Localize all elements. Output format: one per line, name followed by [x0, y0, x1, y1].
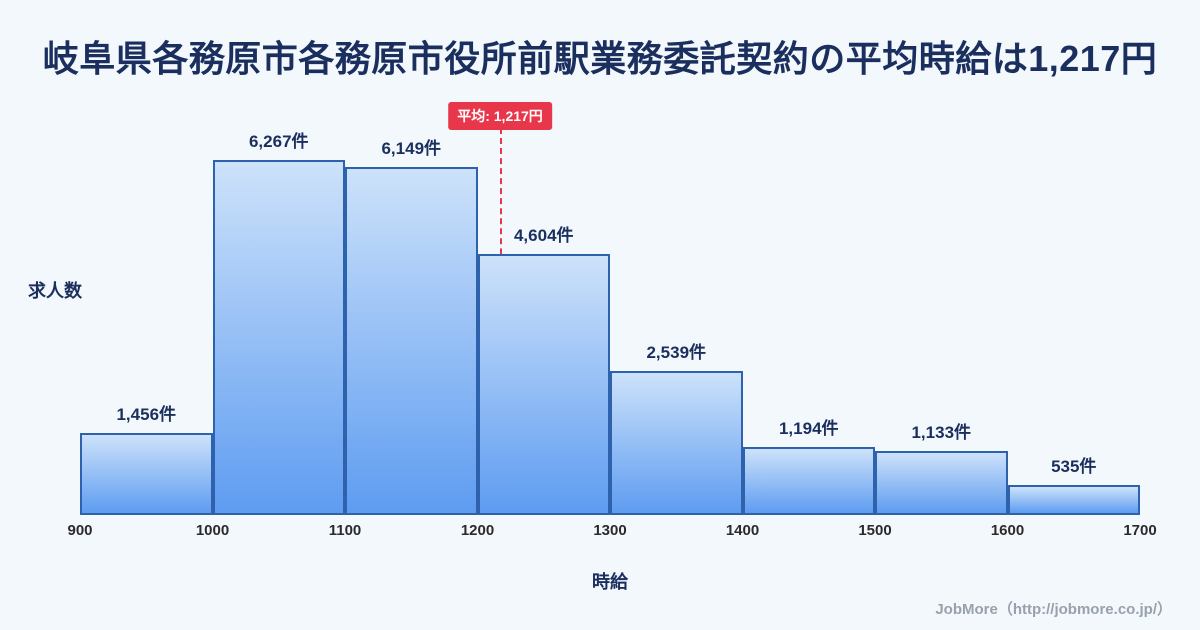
plot-area: 平均: 1,217円 1,456件 6,267件 6,149件 4,604件 2,539…: [80, 100, 1140, 515]
x-tick-label: 1400: [725, 522, 760, 539]
bar-value-label: 6,149件: [381, 138, 442, 158]
x-axis-label: 時給: [592, 572, 628, 592]
bar-value-label: 1,133件: [911, 422, 972, 442]
average-badge: 平均: 1,217円: [448, 102, 552, 130]
histogram-bar: [212, 160, 345, 515]
bar-value-label: 6,267件: [248, 132, 309, 151]
histogram-bar: [1007, 484, 1140, 515]
bar-value-label: 535件: [1051, 456, 1097, 476]
x-tick-label: 1100: [328, 522, 362, 539]
x-tick-label: 1700: [1123, 522, 1157, 539]
histogram-bar: [477, 254, 610, 515]
x-tick-label: 1300: [593, 522, 627, 539]
histogram-bar: [875, 450, 1008, 515]
y-axis-label: 求人数: [28, 281, 82, 301]
bar-value-label: 1,194件: [778, 419, 839, 439]
histogram-bar: [742, 447, 875, 515]
x-tick-label: 1200: [460, 522, 495, 539]
bar-value-label: 4,604件: [513, 226, 574, 246]
x-tick-label: 900: [67, 522, 93, 539]
x-tick-label: 1600: [990, 522, 1025, 539]
histogram-bar: [610, 371, 743, 515]
x-tick-label: 1500: [858, 522, 892, 539]
page-title: 岐阜県各務原市各務原市役所前駅業務委託契約の平均時給は1,217円: [42, 38, 1158, 79]
x-axis-ticks: 900 1000 1100 1200 1300 1400 1500 1600 1700: [67, 522, 1156, 544]
histogram-bar: [80, 432, 213, 515]
bar-value-label: 1,456件: [116, 404, 177, 424]
bar-value-label: 2,539件: [646, 343, 707, 363]
x-tick-label: 1000: [195, 522, 230, 539]
footer-credit: JobMore（http://jobmore.co.jp/）: [935, 601, 1172, 618]
histogram-bar: [345, 166, 478, 515]
